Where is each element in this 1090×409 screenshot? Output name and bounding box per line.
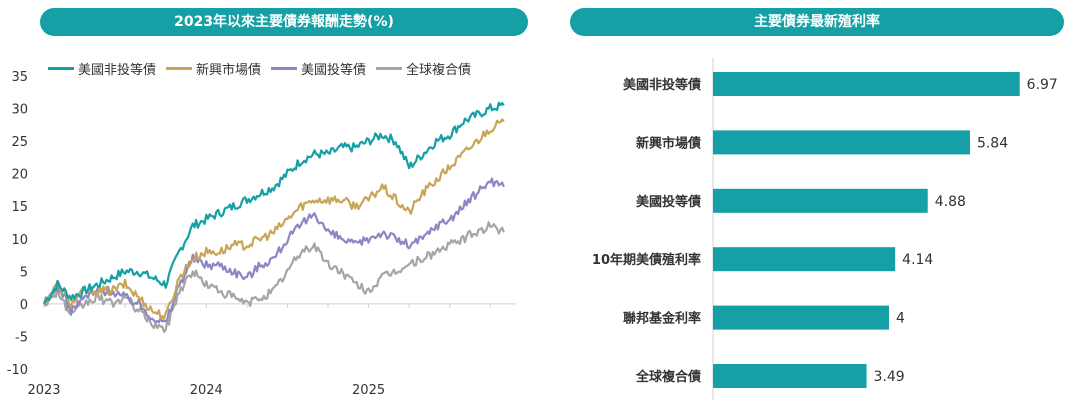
legend-swatch bbox=[271, 67, 298, 70]
legend-item: 新興市場債 bbox=[166, 59, 261, 78]
legend-label: 新興市場債 bbox=[196, 63, 262, 78]
legend-swatch bbox=[376, 67, 403, 70]
series-line bbox=[42, 118, 505, 320]
legend-item: 美國非投等債 bbox=[48, 59, 156, 78]
legend-swatch bbox=[166, 67, 193, 70]
bar bbox=[713, 188, 928, 213]
value-label: 6.97 bbox=[1027, 77, 1058, 93]
y-tick-label: 15 bbox=[11, 200, 28, 215]
value-label: 4 bbox=[896, 311, 905, 327]
series-line bbox=[43, 101, 505, 305]
y-tick-label: 20 bbox=[11, 168, 28, 183]
line-chart-plot: 35 30 25 20 15 10 5 0 -5 -10 2023 2024 2025 bbox=[7, 70, 516, 398]
category-label: 聯邦基金利率 bbox=[623, 311, 701, 327]
x-tick-label: 2023 bbox=[27, 383, 60, 398]
line-chart-panel: 2023年以來主要債券報酬走勢(%) 美國非投等債 新興市場債 美國投等債 全球複合債… bbox=[0, 0, 540, 409]
y-tick-label: 5 bbox=[20, 265, 28, 280]
y-tick-label: 0 bbox=[20, 298, 28, 313]
y-tick-label: 30 bbox=[11, 103, 28, 118]
bar bbox=[713, 247, 896, 272]
series-line bbox=[43, 221, 505, 333]
y-tick-label: 25 bbox=[11, 135, 28, 150]
legend-item: 美國投等債 bbox=[271, 59, 366, 78]
bar-chart-plot: 美國非投等債 6.97 新興市場債 5.84 美國投等債 4.88 10年期美債殖利率 4.1… bbox=[592, 58, 1058, 400]
bar-chart-title: 主要債券最新殖利率 bbox=[570, 8, 1064, 36]
legend-item: 全球複合債 bbox=[376, 59, 471, 78]
category-label: 美國非投等債 bbox=[623, 77, 701, 93]
category-label: 美國投等債 bbox=[636, 194, 701, 210]
bar bbox=[713, 130, 970, 155]
y-tick-label: 35 bbox=[11, 70, 28, 85]
category-label: 新興市場債 bbox=[636, 135, 701, 151]
value-label: 4.14 bbox=[902, 252, 933, 268]
series-line bbox=[42, 177, 505, 324]
bar bbox=[713, 364, 867, 388]
bar bbox=[713, 72, 1020, 96]
value-label: 5.84 bbox=[977, 135, 1008, 151]
legend-label: 美國投等債 bbox=[301, 63, 367, 78]
bar-chart-panel: 主要債券最新殖利率 美國非投等債 6.97 新興市場債 5.84 美國投等債 4.88 10… bbox=[540, 0, 1090, 409]
value-label: 3.49 bbox=[874, 369, 905, 385]
category-label: 10年期美債殖利率 bbox=[592, 252, 701, 268]
y-tick-label: -10 bbox=[7, 363, 28, 378]
category-label: 全球複合債 bbox=[635, 369, 701, 385]
line-chart-legend: 美國非投等債 新興市場債 美國投等債 全球複合債 bbox=[48, 59, 471, 78]
x-tick-label: 2024 bbox=[190, 383, 223, 398]
y-tick-label: -5 bbox=[15, 330, 28, 345]
x-tick-label: 2025 bbox=[352, 383, 385, 398]
y-tick-label: 10 bbox=[11, 233, 28, 248]
bar bbox=[713, 305, 889, 330]
legend-swatch bbox=[48, 67, 74, 70]
legend-label: 美國非投等債 bbox=[78, 63, 157, 78]
value-label: 4.88 bbox=[935, 194, 966, 210]
legend-label: 全球複合債 bbox=[406, 63, 472, 78]
line-chart-title: 2023年以來主要債券報酬走勢(%) bbox=[40, 8, 528, 36]
